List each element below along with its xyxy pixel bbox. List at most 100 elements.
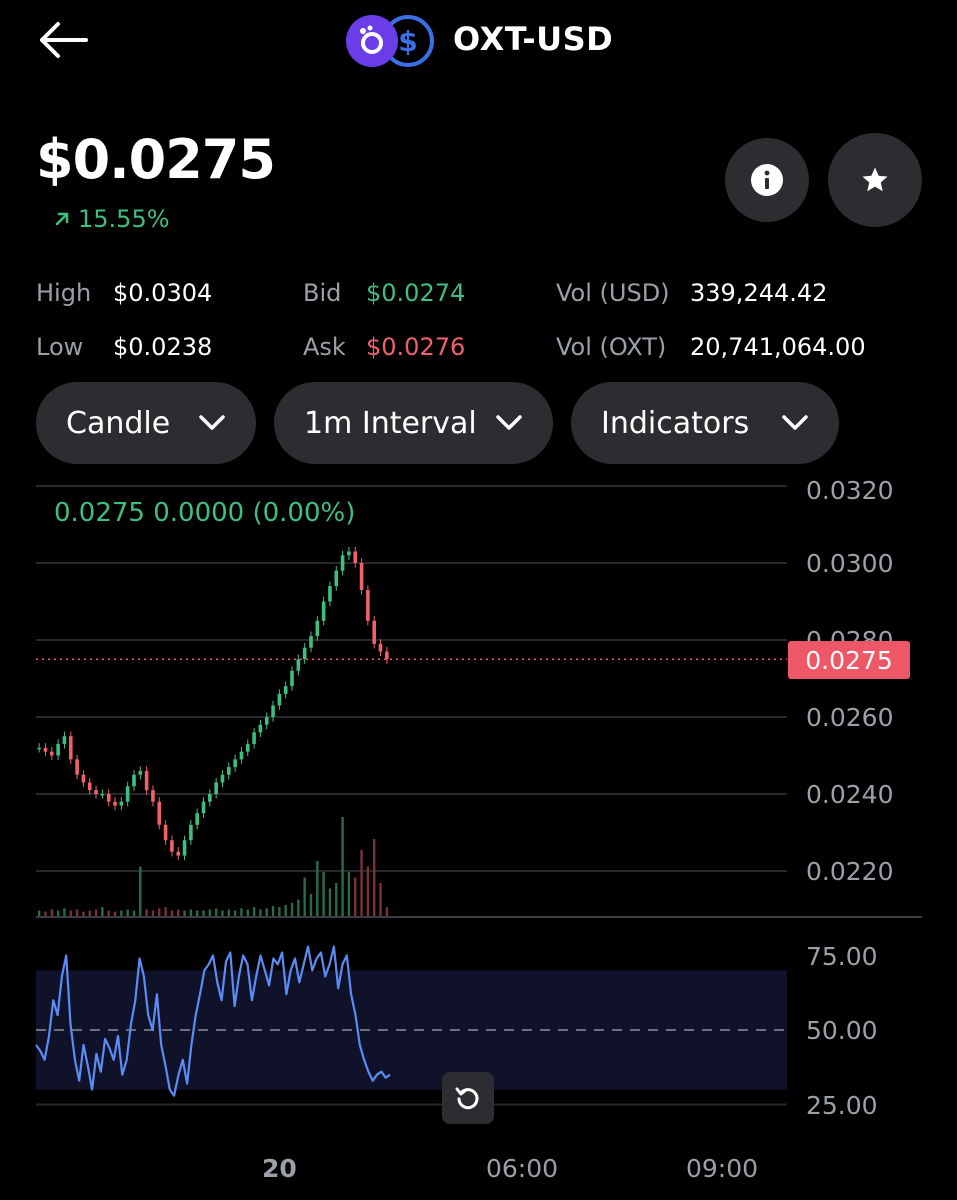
vol-usd-value: 339,244.42 bbox=[690, 279, 828, 307]
candle-body bbox=[233, 759, 237, 768]
candle-body bbox=[290, 670, 294, 687]
volume-bar bbox=[44, 911, 47, 916]
back-button[interactable] bbox=[36, 18, 90, 62]
last-price-tag: 0.0275 bbox=[788, 641, 910, 679]
candle-body bbox=[43, 747, 48, 752]
rsi-tick-label: 25.00 bbox=[806, 1091, 878, 1120]
orchid-token-icon bbox=[346, 15, 398, 67]
volume-bar bbox=[316, 861, 319, 916]
volume-bar bbox=[63, 908, 66, 916]
rsi-tick-label: 50.00 bbox=[806, 1016, 878, 1045]
star-icon bbox=[862, 167, 888, 192]
volume-bar bbox=[88, 910, 91, 916]
volume-bar bbox=[290, 902, 294, 916]
chevron-down-icon bbox=[782, 415, 808, 430]
volume-bar bbox=[132, 910, 136, 916]
candle-body bbox=[75, 759, 79, 775]
candle-body bbox=[353, 551, 358, 563]
volume-bars bbox=[37, 817, 389, 916]
interval-dropdown[interactable]: 1m Interval bbox=[274, 382, 553, 464]
candle-body bbox=[37, 747, 41, 750]
candle-body bbox=[239, 751, 244, 760]
volume-bar bbox=[177, 909, 180, 916]
chevron-down-icon bbox=[199, 415, 225, 430]
volume-bar bbox=[385, 907, 389, 916]
x-tick-label: 09:00 bbox=[686, 1154, 759, 1183]
volume-bar bbox=[379, 883, 382, 916]
y-tick-label: 0.0260 bbox=[806, 703, 894, 732]
bid-label: Bid bbox=[303, 279, 342, 307]
y-tick-label: 0.0220 bbox=[806, 857, 894, 886]
candle-body bbox=[252, 732, 256, 744]
info-button[interactable] bbox=[725, 138, 809, 222]
candle-body bbox=[125, 786, 130, 802]
svg-text:$: $ bbox=[398, 25, 417, 58]
volume-bar bbox=[372, 839, 376, 916]
candle-body bbox=[271, 705, 275, 717]
volume-bar bbox=[170, 910, 174, 916]
candle-body bbox=[359, 563, 364, 590]
candle-body bbox=[132, 774, 136, 787]
candle-body bbox=[94, 790, 98, 794]
candle-body bbox=[208, 794, 212, 802]
candle-body bbox=[347, 551, 351, 556]
candle-body bbox=[195, 813, 199, 825]
volume-bar bbox=[189, 909, 193, 916]
indicators-dropdown[interactable]: Indicators bbox=[571, 382, 839, 464]
candle-body bbox=[68, 736, 73, 760]
candle-body bbox=[119, 801, 124, 806]
current-price: $0.0275 bbox=[36, 128, 276, 191]
volume-bar bbox=[126, 909, 129, 916]
candle-body bbox=[87, 782, 92, 791]
candle-body bbox=[378, 643, 383, 652]
volume-bar bbox=[101, 907, 104, 916]
y-tick-label: 0.0320 bbox=[806, 476, 894, 505]
high-value: $0.0304 bbox=[113, 279, 213, 307]
x-tick-label: 06:00 bbox=[486, 1154, 559, 1183]
candle-body bbox=[245, 743, 250, 752]
candle-body bbox=[328, 586, 332, 602]
candles bbox=[37, 546, 389, 861]
volume-bar bbox=[145, 909, 148, 916]
chart-type-label: Candle bbox=[66, 405, 171, 441]
volume-bar bbox=[94, 909, 98, 916]
volume-bar bbox=[183, 910, 186, 916]
reset-zoom-button[interactable] bbox=[442, 1072, 494, 1124]
chevron-down-icon bbox=[496, 415, 522, 430]
candle-body bbox=[366, 589, 370, 621]
y-tick-label: 0.0300 bbox=[806, 549, 894, 578]
usd-coin-icon: $ bbox=[382, 15, 434, 67]
volume-bar bbox=[246, 909, 249, 916]
favorite-button[interactable] bbox=[828, 133, 922, 227]
candle-body bbox=[227, 767, 231, 775]
volume-bar bbox=[335, 883, 338, 916]
high-label: High bbox=[36, 279, 92, 307]
volume-bar bbox=[265, 908, 268, 916]
back-arrow-icon bbox=[40, 22, 88, 58]
refresh-icon bbox=[455, 1087, 479, 1110]
info-icon bbox=[751, 164, 783, 196]
low-value: $0.0238 bbox=[113, 333, 213, 361]
vol-oxt-value: 20,741,064.00 bbox=[690, 333, 866, 361]
volume-bar bbox=[240, 908, 243, 916]
chart-type-dropdown[interactable]: Candle bbox=[36, 382, 256, 464]
rsi-tick-label: 75.00 bbox=[806, 942, 878, 971]
candle-body bbox=[283, 686, 288, 694]
volume-bar bbox=[309, 894, 313, 916]
x-tick-label: 20 bbox=[262, 1154, 297, 1183]
volume-bar bbox=[151, 910, 155, 916]
candle-body bbox=[258, 724, 263, 733]
candle-body bbox=[163, 824, 168, 841]
volume-bar bbox=[75, 909, 79, 916]
ask-value: $0.0276 bbox=[366, 333, 466, 361]
price-change-value: 15.55% bbox=[78, 205, 170, 233]
candle-body bbox=[302, 647, 307, 660]
candle-body bbox=[113, 801, 117, 806]
candle-body bbox=[56, 743, 60, 756]
vol-usd-label: Vol (USD) bbox=[556, 279, 670, 307]
price-change: 15.55% bbox=[54, 205, 170, 233]
ohlc-readout: 0.0275 0.0000 (0.00%) bbox=[54, 498, 356, 528]
volume-bar bbox=[278, 907, 281, 916]
volume-bar bbox=[214, 908, 218, 916]
price-chart[interactable] bbox=[0, 470, 957, 1150]
